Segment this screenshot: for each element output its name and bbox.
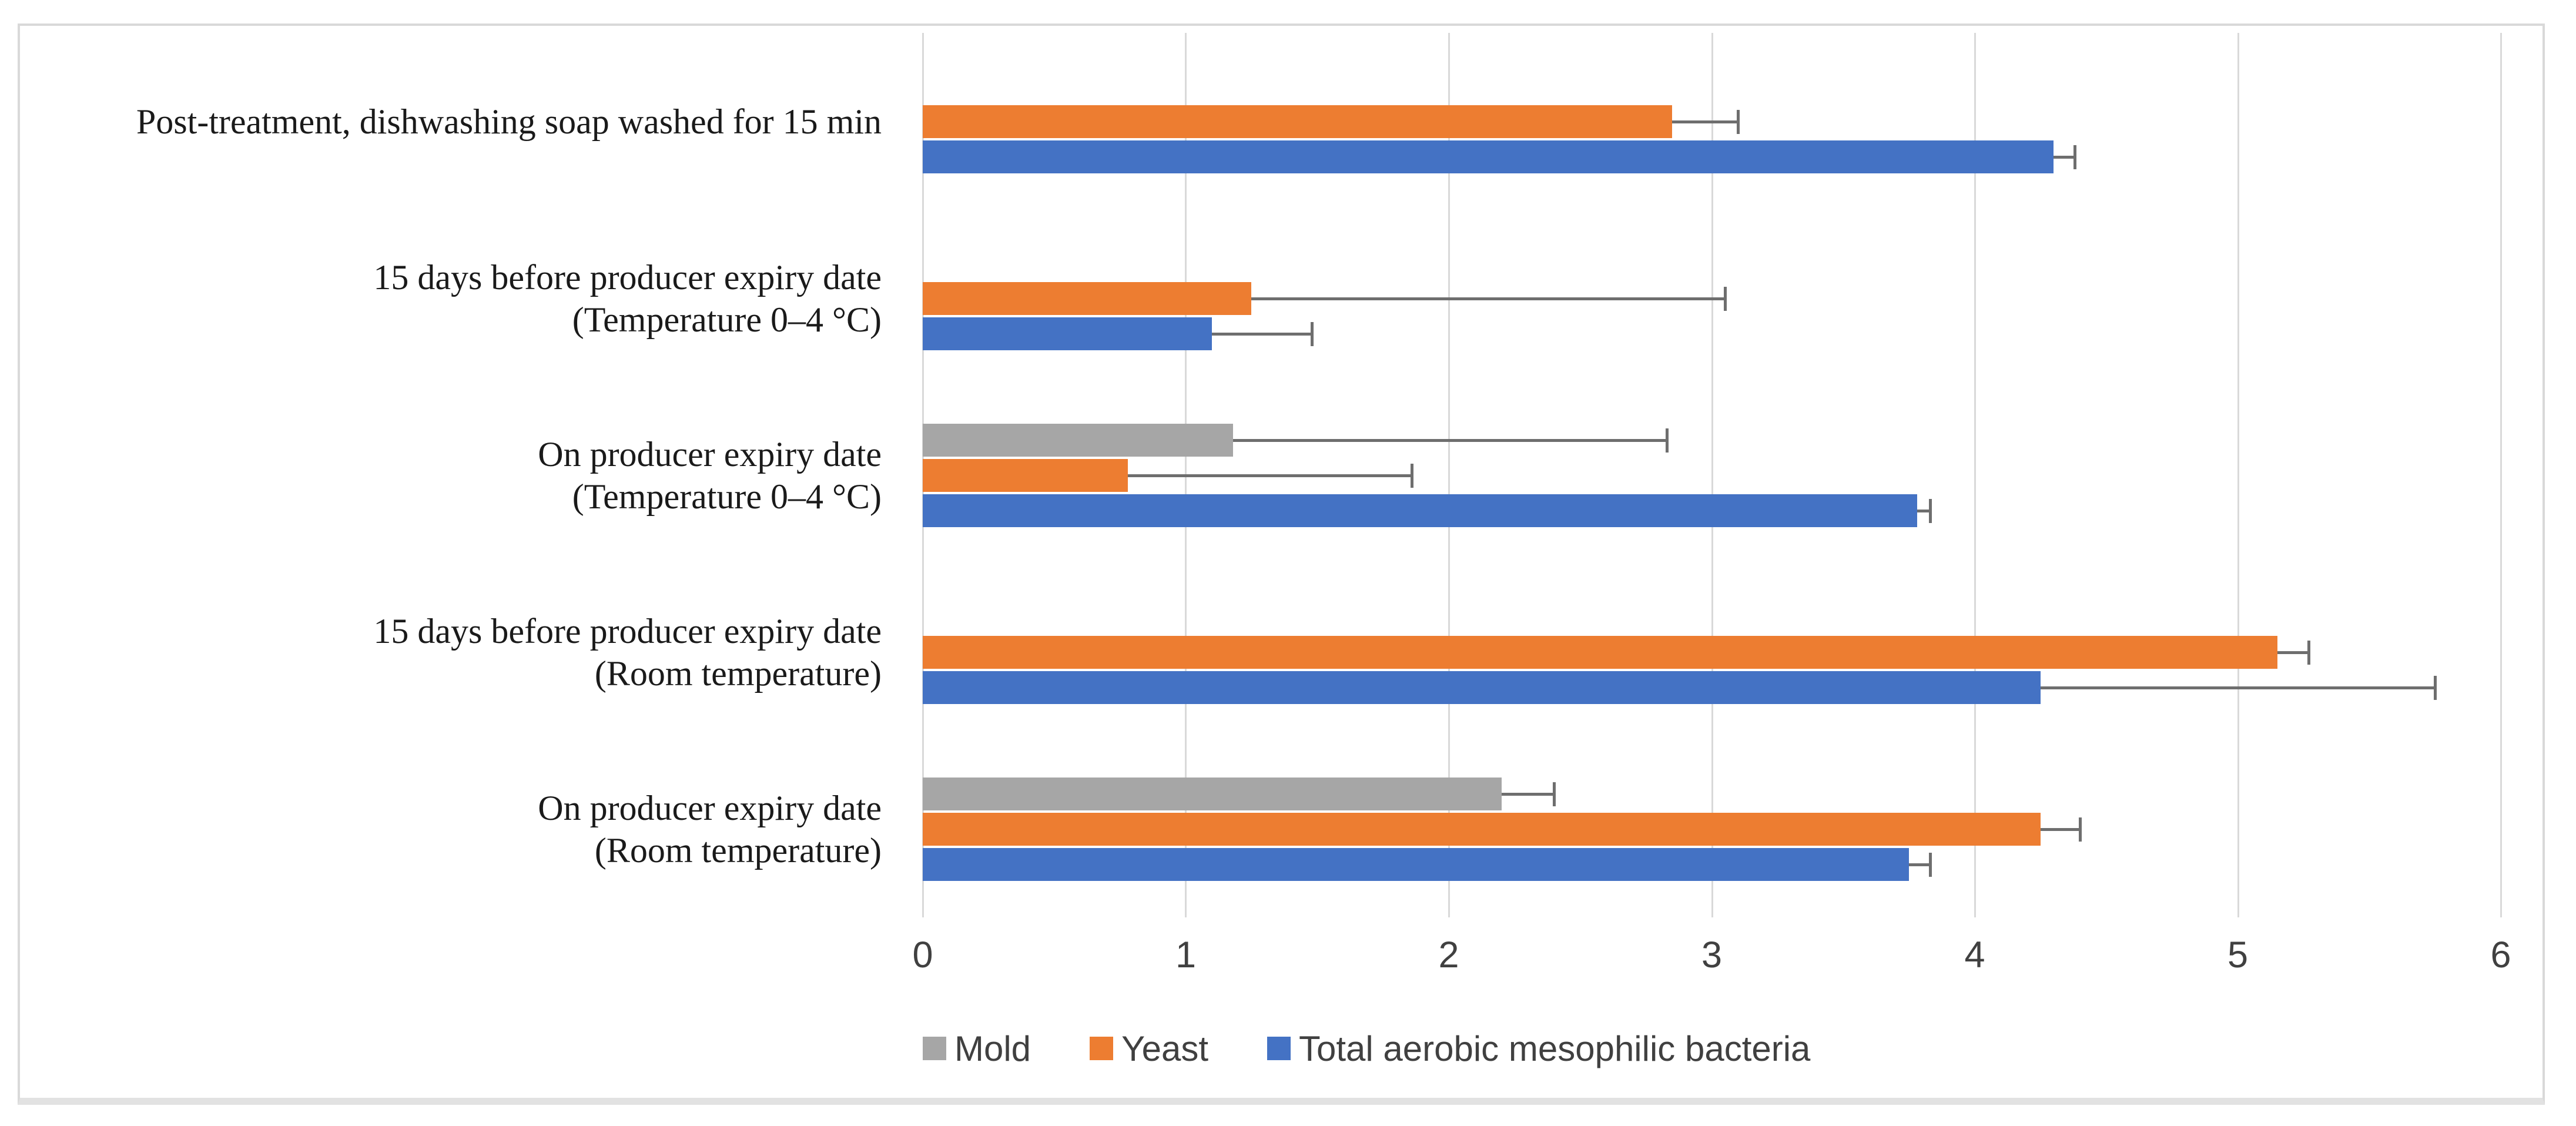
bar-total-aerobic-mesophilic-bacteria <box>923 494 1917 527</box>
legend-label: Mold <box>954 1028 1031 1068</box>
bar-group <box>923 33 2501 210</box>
legend-swatch-icon <box>1267 1037 1291 1060</box>
error-bar <box>1212 321 1314 346</box>
x-axis-tick-label: 1 <box>1175 934 1197 976</box>
x-axis-tick-label: 3 <box>1701 934 1723 976</box>
bar-total-aerobic-mesophilic-bacteria <box>923 140 2054 173</box>
error-bar <box>2040 675 2437 700</box>
bar-slot <box>923 317 2501 350</box>
error-bar <box>1501 782 1556 806</box>
x-axis-tick-label: 4 <box>1964 934 1985 976</box>
category-label: 15 days before producer expiry date (Room… <box>373 611 882 693</box>
legend: Mold Yeast Total aerobic mesophilic bacter… <box>923 1022 1810 1075</box>
legend-label: Total aerobic mesophilic bacteria <box>1298 1028 1811 1068</box>
bar-total-aerobic-mesophilic-bacteria <box>923 317 1212 350</box>
x-axis-tick-label: 5 <box>2227 934 2249 976</box>
bar-yeast <box>923 105 1673 138</box>
error-bar-cap <box>1666 428 1669 453</box>
error-bar <box>2040 817 2082 842</box>
chart-container: Post-treatment, dishwashing soap washed … <box>18 24 2545 1105</box>
x-axis: 0 1 2 3 4 5 6 <box>912 934 2511 987</box>
legend-swatch-icon <box>923 1037 946 1060</box>
error-bar-cap <box>1928 852 1932 877</box>
error-bar <box>1909 852 1932 877</box>
gridline <box>1448 33 1450 917</box>
bar-total-aerobic-mesophilic-bacteria <box>923 847 1910 881</box>
bar-slot <box>923 423 2501 457</box>
error-bar-cap <box>1553 782 1556 806</box>
bar-slot <box>923 777 2501 810</box>
bar-groups <box>923 33 2501 917</box>
bar-mold <box>923 777 1502 810</box>
error-bar-cap <box>2434 675 2437 700</box>
error-bar-cap <box>2307 640 2311 665</box>
plot-area <box>922 33 2502 917</box>
plot-region: Post-treatment, dishwashing soap washed … <box>20 33 2542 917</box>
error-bar <box>1233 428 1669 453</box>
bar-slot <box>923 105 2501 138</box>
bar-total-aerobic-mesophilic-bacteria <box>923 671 2041 704</box>
bar-yeast <box>923 282 1252 315</box>
error-bar <box>1251 286 1727 311</box>
category-label: Post-treatment, dishwashing soap washed … <box>136 102 882 141</box>
x-axis-tick-label: 0 <box>912 934 933 976</box>
bar-group <box>923 564 2501 740</box>
category-label: 15 days before producer expiry date (Temp… <box>373 257 882 339</box>
category-label: On producer expiry date (Room temperature… <box>538 788 882 870</box>
bar-slot <box>923 494 2501 527</box>
x-axis-tick-label: 6 <box>2490 934 2511 976</box>
error-bar-cap <box>1311 321 1314 346</box>
error-bar-cap <box>1411 463 1414 488</box>
bar-yeast <box>923 458 1128 492</box>
bar-slot <box>923 247 2501 280</box>
bar-slot <box>923 635 2501 669</box>
bar-group <box>923 387 2501 564</box>
bar-group <box>923 740 2501 917</box>
gridline <box>1711 33 1713 917</box>
category-axis: Post-treatment, dishwashing soap washed … <box>20 33 923 917</box>
error-bar-cap <box>1737 109 1740 134</box>
bar-slot <box>923 847 2501 881</box>
bar-group <box>923 210 2501 387</box>
error-bar-cap <box>2079 817 2082 842</box>
legend-item: Total aerobic mesophilic bacteria <box>1267 1028 1810 1069</box>
gridline <box>2500 33 2502 917</box>
error-bar <box>2277 640 2311 665</box>
error-bar <box>1672 109 1740 134</box>
bar-yeast <box>923 635 2277 669</box>
error-bar-cap <box>2073 145 2077 169</box>
error-bar <box>1917 498 1932 523</box>
category-label: On producer expiry date (Temperature 0–4 … <box>538 434 882 516</box>
error-bar <box>1128 463 1414 488</box>
error-bar-cap <box>1928 498 1932 523</box>
bar-yeast <box>923 812 2041 846</box>
bar-slot <box>923 812 2501 846</box>
legend-label: Yeast <box>1121 1028 1208 1068</box>
gridline <box>2237 33 2239 917</box>
gridline <box>1974 33 1976 917</box>
bar-slot <box>923 140 2501 173</box>
error-bar-cap <box>1723 286 1727 311</box>
legend-item: Yeast <box>1090 1028 1208 1069</box>
bar-slot <box>923 282 2501 315</box>
legend-item: Mold <box>923 1028 1031 1069</box>
x-axis-tick-label: 2 <box>1438 934 1459 976</box>
bar-slot <box>923 70 2501 103</box>
bar-slot <box>923 601 2501 634</box>
error-bar <box>2054 145 2077 169</box>
bar-slot <box>923 458 2501 492</box>
legend-swatch-icon <box>1090 1037 1114 1060</box>
bar-mold <box>923 423 1234 457</box>
bar-slot <box>923 671 2501 704</box>
